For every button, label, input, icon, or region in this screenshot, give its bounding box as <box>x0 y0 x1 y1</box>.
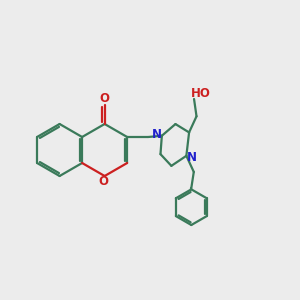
Text: O: O <box>100 92 110 105</box>
Text: N: N <box>152 128 161 141</box>
Text: O: O <box>98 175 108 188</box>
Text: HO: HO <box>191 87 211 100</box>
Text: N: N <box>187 151 197 164</box>
